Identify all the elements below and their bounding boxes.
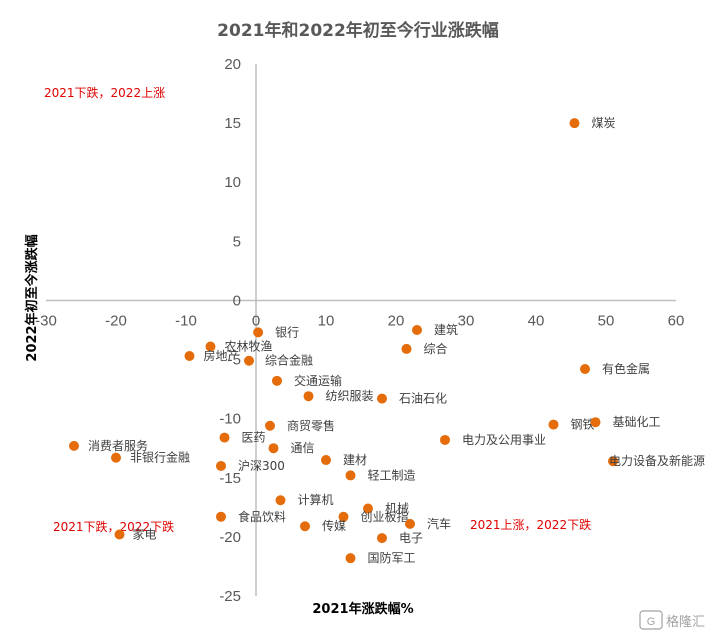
quadrant-annotation: 2021上涨，2022下跌 — [470, 517, 591, 532]
y-tick-label: 0 — [233, 292, 241, 309]
data-point — [219, 432, 230, 443]
data-label: 建筑 — [434, 322, 458, 337]
data-label: 基础化工 — [613, 415, 661, 429]
data-point — [401, 343, 412, 354]
x-tick-label: 30 — [458, 312, 475, 329]
data-point — [569, 118, 580, 129]
data-point — [440, 434, 450, 445]
y-tick-label: -10 — [219, 411, 241, 428]
data-label: 非银行金融 — [130, 450, 190, 465]
watermark-logo-glyph: G — [647, 616, 656, 628]
y-tick-label: -15 — [219, 470, 241, 487]
quadrant-annotations: 2021下跌，2022上涨 2021下跌，2022下跌 2021上涨，2022下跌 — [44, 85, 591, 534]
x-tick-label: 60 — [668, 312, 685, 329]
watermark-text: 格隆汇 — [666, 614, 705, 630]
data-point — [272, 375, 282, 386]
data-point — [265, 420, 275, 431]
y-tick-label: 20 — [224, 56, 241, 73]
data-label: 创业板指 — [361, 509, 409, 524]
y-tick-label: -20 — [219, 529, 241, 546]
data-point — [580, 364, 590, 375]
data-label: 银行 — [275, 325, 299, 339]
data-point — [216, 511, 226, 522]
data-point — [205, 341, 216, 352]
data-label: 轻工制造 — [368, 468, 416, 482]
data-label: 煤炭 — [592, 116, 616, 130]
data-label: 电子 — [399, 531, 423, 545]
data-label: 石油石化 — [399, 392, 447, 406]
data-label: 商贸零售 — [287, 418, 335, 433]
data-label: 房地产 — [204, 348, 240, 363]
data-point — [114, 529, 125, 540]
data-label: 综合 — [424, 341, 448, 356]
x-tick-label: 20 — [388, 312, 405, 329]
y-axis-title: 2022年初至今涨跌幅 — [24, 234, 40, 361]
x-tick-label: -30 — [35, 312, 57, 329]
data-point — [303, 391, 314, 402]
data-point — [253, 327, 264, 338]
axes: -30 -20 -10 0 10 20 30 40 50 6020151050-5-10-15-2… — [35, 56, 684, 605]
data-point — [216, 460, 226, 471]
data-point — [184, 351, 195, 362]
data-point — [590, 417, 601, 428]
data-point — [338, 511, 349, 522]
data-label: 沪深300 — [238, 459, 285, 473]
x-tick-label: 0 — [252, 312, 260, 329]
y-tick-label: -25 — [219, 588, 241, 605]
x-axis-title: 2021年涨跌幅% — [312, 601, 413, 617]
data-label: 传媒 — [322, 518, 346, 533]
data-point — [69, 440, 79, 451]
x-tick-label: -20 — [105, 312, 127, 329]
data-label: 综合金融 — [265, 353, 313, 368]
data-label: 通信 — [291, 441, 315, 455]
data-point — [377, 393, 387, 404]
data-label: 机械 — [385, 501, 409, 516]
data-label: 纺织服装 — [326, 389, 374, 403]
data-point — [345, 553, 356, 564]
x-tick-label: -10 — [175, 312, 197, 329]
y-tick-label: 5 — [233, 233, 241, 250]
x-tick-label: 50 — [598, 312, 615, 329]
data-label: 电力及公用事业 — [462, 433, 546, 447]
data-point — [405, 518, 415, 529]
y-tick-label: 10 — [224, 174, 241, 191]
data-label: 国防军工 — [368, 550, 416, 565]
x-tick-label: 10 — [318, 312, 335, 329]
y-tick-label: 15 — [224, 115, 241, 132]
data-label: 医药 — [242, 431, 266, 445]
data-label: 食品饮料 — [238, 509, 286, 524]
quadrant-annotation: 2021下跌，2022上涨 — [44, 85, 165, 100]
y-tick-label: -5 — [228, 352, 241, 369]
data-label: 电力设备及新能源 — [609, 453, 705, 468]
data-label: 建材 — [343, 453, 367, 467]
data-point — [608, 456, 618, 467]
data-label: 计算机 — [298, 492, 334, 507]
data-point — [345, 470, 356, 481]
data-point — [377, 533, 387, 544]
chart-title: 2021年和2022年初至今行业涨跌幅 — [217, 20, 499, 41]
data-point — [111, 452, 121, 463]
data-label: 钢铁 — [571, 418, 595, 432]
data-point — [268, 443, 279, 454]
watermark: G 格隆汇 — [639, 610, 705, 630]
x-tick-label: 40 — [528, 312, 545, 329]
data-label: 消费者服务 — [88, 438, 148, 453]
data-point — [300, 521, 310, 532]
data-point — [275, 495, 286, 506]
data-point — [321, 455, 331, 466]
data-label: 汽车 — [427, 516, 451, 531]
data-label: 有色金属 — [602, 361, 650, 376]
data-point — [548, 419, 559, 430]
watermark-logo-icon — [639, 610, 663, 630]
data-label: 交通运输 — [294, 373, 342, 388]
data-point — [412, 325, 422, 335]
quadrant-annotation: 2021下跌，2022下跌 — [53, 519, 174, 534]
data-label: 家电 — [133, 527, 157, 542]
data-label: 农林牧渔 — [225, 340, 273, 354]
data-point — [363, 503, 373, 514]
data-point — [244, 355, 254, 366]
